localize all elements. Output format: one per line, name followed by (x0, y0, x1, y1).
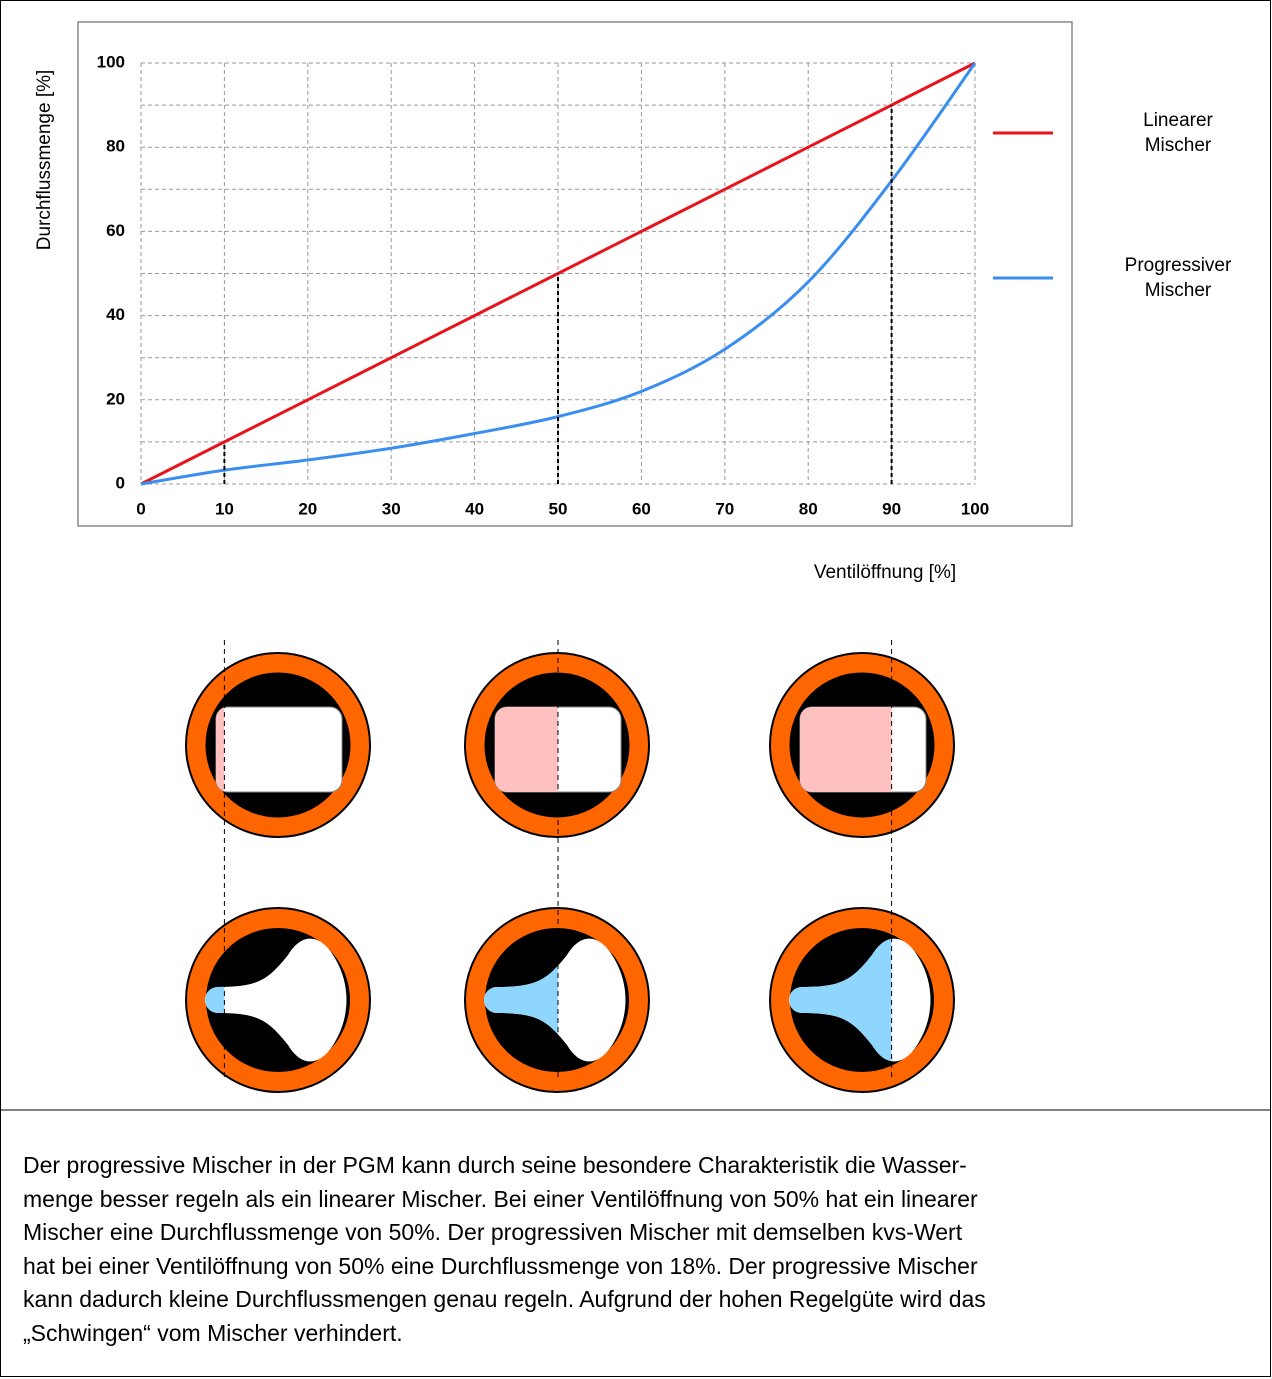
series-line (140, 62, 977, 486)
paragraph-line: hat bei einer Ventilöffnung von 50% eine… (23, 1252, 978, 1279)
x-tick-label: 20 (298, 499, 317, 518)
x-tick-label: 0 (136, 499, 145, 518)
valve-flow (484, 965, 558, 1035)
paragraph-line: menge besser regeln als ein linearer Mis… (23, 1185, 978, 1212)
valve-port (205, 938, 347, 1062)
x-tick-label: 90 (882, 499, 901, 518)
y-tick-label: 40 (106, 305, 125, 324)
paragraph-line: „Schwingen“ vom Mischer verhindert. (23, 1319, 403, 1346)
y-tick-label: 100 (97, 52, 125, 71)
valve-flow (205, 986, 225, 1014)
paragraph-line: kann dadurch kleine Durchflussmengen gen… (23, 1286, 986, 1312)
y-tick-label: 0 (116, 473, 125, 492)
paragraph-line: Mischer eine Durchflussmenge von 50%. De… (23, 1219, 963, 1245)
valve-port (215, 706, 343, 793)
paragraph-line: Der progressive Mischer in der PGM kann … (23, 1152, 967, 1178)
x-axis-label: Ventilöffnung [%] (814, 562, 956, 583)
y-tick-label: 80 (106, 137, 125, 156)
x-tick-label: 40 (465, 499, 484, 518)
plot-frame (77, 21, 1073, 527)
x-tick-label: 60 (632, 499, 651, 518)
legend-label: Linearer Mischer (1143, 110, 1213, 156)
x-tick-label: 80 (799, 499, 818, 518)
valve-flow (495, 707, 558, 792)
valve-flow (216, 707, 225, 792)
y-tick-label: 20 (106, 389, 125, 408)
y-axis-label: Durchflussmenge [%] (34, 70, 55, 251)
x-tick-label: 100 (961, 499, 989, 518)
x-tick-label: 50 (549, 499, 568, 518)
x-tick-label: 10 (215, 499, 234, 518)
x-tick-label: 70 (715, 499, 734, 518)
legend-label: Progressiver Mischer (1124, 255, 1232, 301)
valve-flow (800, 707, 892, 792)
x-tick-label: 30 (382, 499, 401, 518)
y-tick-label: 60 (106, 221, 125, 240)
valve-flow (789, 938, 892, 1062)
